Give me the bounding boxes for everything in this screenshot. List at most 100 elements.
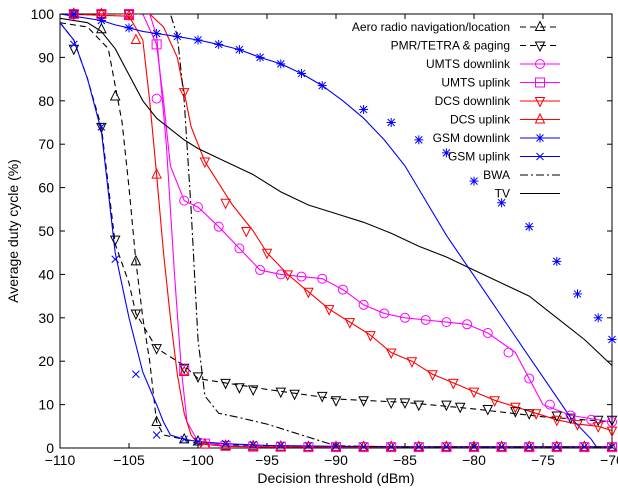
star-marker (573, 289, 582, 299)
x-marker (249, 440, 258, 449)
triangle-up-marker (496, 440, 507, 452)
triangle-up-marker (151, 415, 162, 426)
x-tick-label: −100 (182, 452, 214, 468)
series-markers-pmr-tetra-paging (68, 44, 618, 427)
triangle-down-marker (130, 309, 142, 321)
x-marker (69, 40, 78, 49)
star-marker (124, 23, 134, 33)
triangle-up-marker (385, 440, 397, 452)
triangle-up-marker (96, 22, 107, 34)
triangle-down-marker (606, 415, 618, 427)
x-marker (387, 442, 396, 451)
triangle-up-marker (534, 20, 546, 31)
star-marker (469, 176, 479, 186)
triangle-up-marker (534, 112, 546, 124)
legend-item: UMTS uplink (441, 76, 560, 90)
series-markers-gsm-uplink (69, 40, 616, 451)
x-tick-label: −75 (531, 452, 555, 468)
triangle-up-marker (330, 440, 342, 452)
triangle-down-marker (454, 402, 466, 414)
x-marker (304, 441, 313, 450)
x-marker (276, 441, 285, 450)
x-marker (442, 442, 451, 451)
triangle-down-marker (247, 385, 259, 397)
x-marker (194, 437, 202, 446)
star-marker (524, 222, 534, 232)
triangle-down-marker (303, 287, 314, 299)
star-marker (172, 32, 182, 42)
triangle-down-marker (592, 422, 604, 433)
triangle-down-marker (282, 270, 294, 282)
legend-label: UMTS uplink (441, 76, 511, 90)
star-marker (414, 135, 424, 145)
circle-marker (607, 416, 617, 427)
y-tick-label: 90 (38, 49, 54, 65)
axes: −110 −105 −100 −95 −90 −85 −80 −75 −70 0 10 20 30 40 5… (31, 6, 618, 468)
star-marker (152, 29, 162, 39)
x-marker (608, 442, 616, 451)
circle-marker (337, 284, 348, 295)
legend: Aero radio navigation/location PMR/TETRA … (352, 20, 560, 201)
triangle-up-marker (178, 432, 190, 444)
triangle-down-marker (358, 396, 369, 407)
triangle-down-marker (96, 10, 107, 21)
star-marker (607, 335, 617, 344)
circle-marker (255, 265, 266, 276)
star-marker (317, 81, 327, 91)
series-markers-umts-uplink (68, 9, 617, 453)
legend-item: DCS downlink (435, 94, 560, 108)
triangle-up-marker (247, 440, 259, 451)
legend-label: UMTS downlink (426, 57, 511, 71)
x-tick-label: −80 (462, 452, 486, 468)
x-marker (552, 442, 561, 451)
triangle-down-marker (109, 235, 121, 247)
legend-item: BWA (483, 168, 560, 182)
x-marker (536, 152, 544, 161)
triangle-up-marker (441, 440, 452, 452)
x-marker (111, 255, 120, 264)
star-marker (359, 104, 369, 114)
triangle-down-marker (572, 420, 583, 431)
legend-item: GSM downlink (433, 131, 560, 145)
triangle-down-marker (385, 348, 397, 360)
triangle-up-marker (579, 440, 590, 452)
y-tick-label: 20 (38, 353, 54, 369)
triangle-down-marker (385, 398, 397, 410)
triangle-up-marker (123, 9, 135, 21)
triangle-down-marker (68, 44, 80, 56)
legend-label: TV (495, 187, 510, 201)
y-tick-label: 70 (38, 136, 54, 152)
star-marker (255, 52, 265, 62)
triangle-down-marker (178, 363, 190, 375)
circle-marker (234, 243, 245, 254)
triangle-down-marker (482, 404, 494, 416)
star-marker (276, 59, 286, 69)
markers-group (68, 7, 618, 453)
x-marker (359, 442, 368, 451)
x-tick-label: −90 (324, 452, 348, 468)
triangle-down-marker (510, 407, 521, 418)
legend-item: UMTS downlink (426, 57, 560, 71)
x-marker (221, 439, 230, 448)
triangle-down-marker (220, 198, 231, 210)
circle-marker (535, 59, 545, 69)
triangle-down-marker (406, 357, 418, 368)
triangle-down-marker (399, 398, 411, 410)
triangle-down-marker (96, 122, 107, 134)
circle-marker (524, 373, 535, 384)
x-marker (332, 442, 340, 451)
triangle-up-marker (523, 440, 535, 452)
star-marker (214, 39, 224, 49)
triangle-down-marker (489, 396, 501, 407)
x-tick-label: −105 (113, 452, 145, 468)
circle-marker (482, 327, 493, 338)
y-axis-label: Average duty cycle (%) (5, 159, 21, 303)
triangle-up-marker (199, 437, 211, 449)
x-marker (132, 370, 140, 379)
square-marker (179, 364, 190, 375)
legend-item: Aero radio navigation/location (352, 20, 560, 34)
triangle-down-marker (365, 331, 376, 342)
triangle-up-marker (413, 440, 425, 452)
x-marker (580, 442, 589, 451)
circle-marker (317, 273, 328, 284)
